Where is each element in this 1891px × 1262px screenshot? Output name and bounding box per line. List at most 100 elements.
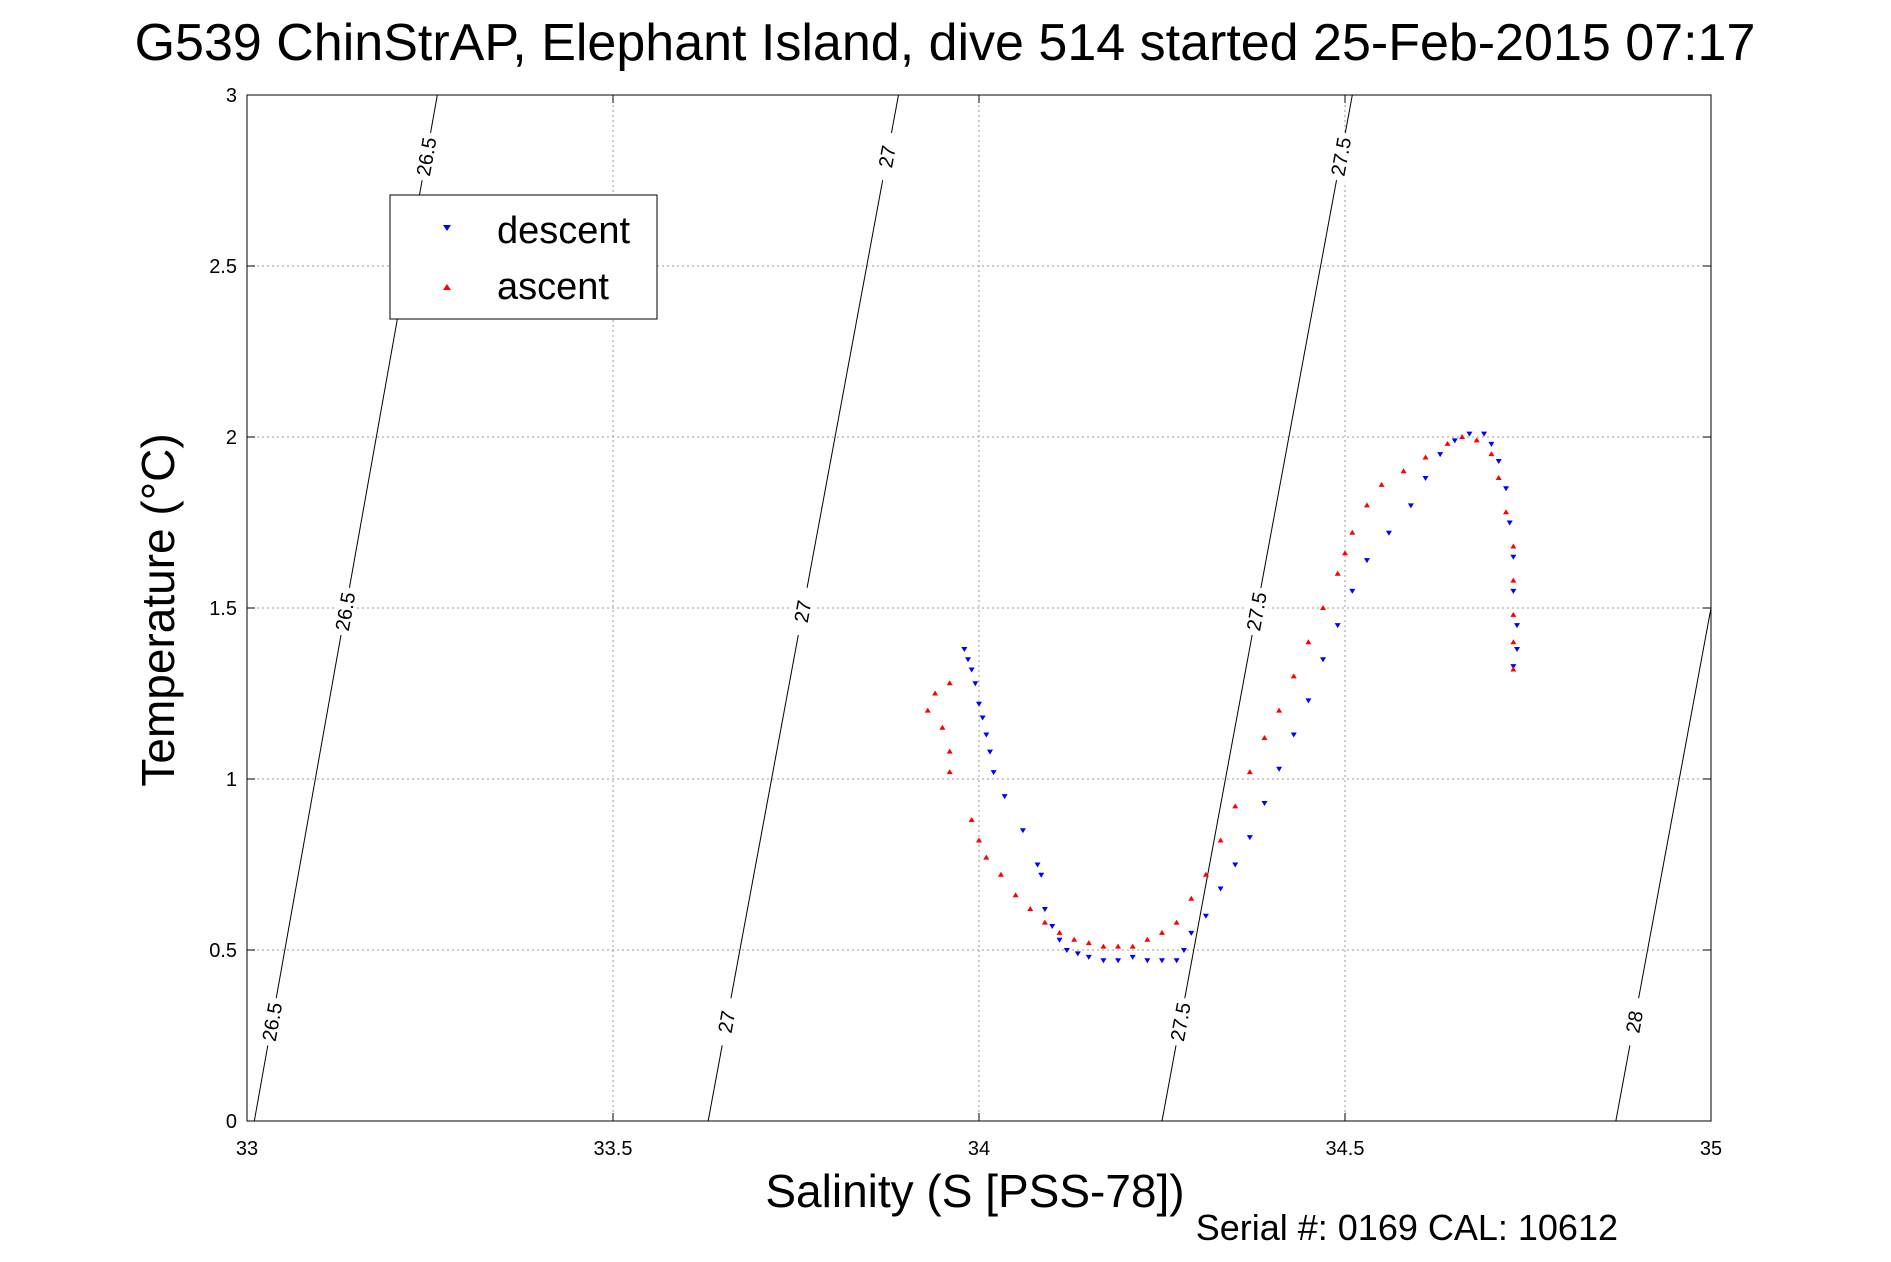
ascent-point: [1342, 550, 1348, 556]
contour-label-bg: [787, 585, 818, 638]
contour-label-bg: [1165, 996, 1196, 1048]
ascent-point: [1202, 871, 1209, 877]
descent-point: [972, 681, 979, 687]
descent-point: [1407, 503, 1414, 509]
descent-point: [983, 732, 990, 738]
ascent-point: [1085, 940, 1092, 946]
descent-point: [976, 701, 982, 707]
descent-point: [990, 770, 997, 776]
descent-point: [1305, 698, 1312, 704]
ascent-point: [1305, 639, 1312, 645]
descent-point: [1074, 951, 1081, 957]
ascent-point: [1290, 673, 1297, 679]
ascent-point: [946, 769, 953, 775]
descent-point: [979, 715, 986, 721]
descent-point: [1320, 657, 1327, 663]
ascent-point: [997, 871, 1004, 877]
descent-point: [1510, 554, 1517, 560]
ascent-point: [939, 724, 946, 730]
descent-point: [1180, 948, 1187, 953]
ascent-point: [968, 817, 975, 823]
ascent-point: [1100, 943, 1107, 949]
legend-label-ascent: ascent: [497, 266, 609, 308]
contour-label-bg: [711, 996, 742, 1048]
legend-marker-ascent: [443, 284, 451, 290]
descent-point: [1129, 954, 1136, 960]
descent-point: [1019, 828, 1026, 834]
x-axis-ticks: 33 33.5 34 34.5 35: [236, 95, 1722, 1160]
descent-point: [968, 667, 975, 673]
legend-item-descent: descent: [443, 210, 631, 252]
legend-box: [389, 194, 658, 320]
serial-footer: Serial #: 0169 CAL: 10612: [1196, 1207, 1618, 1248]
descent-point: [1488, 441, 1495, 447]
descent-point: [1363, 558, 1370, 564]
x-tick-label: 34: [968, 1138, 990, 1160]
contour-label-bg: [330, 585, 361, 637]
x-tick-label: 33: [236, 1138, 258, 1160]
ascent-point: [1320, 605, 1327, 610]
y-tick-label: 2: [226, 427, 237, 449]
descent-point: [1188, 930, 1195, 936]
descent-point: [1144, 958, 1151, 964]
chart-title: G539 ChinStrAP, Elephant Island, dive 51…: [135, 14, 1756, 72]
contour-label: 28: [1622, 1009, 1648, 1035]
descent-point: [1041, 906, 1048, 912]
y-tick-label: 0.5: [209, 940, 237, 962]
descent-point: [965, 657, 972, 663]
ascent-point: [1261, 734, 1268, 740]
descent-point: [1159, 958, 1165, 964]
x-tick-label: 33.5: [594, 1138, 633, 1160]
ascent-point: [1510, 639, 1517, 645]
y-tick-label: 2.5: [209, 256, 237, 278]
ascent-point: [1378, 481, 1385, 487]
ascent-point: [1510, 666, 1517, 672]
descent-point: [986, 749, 993, 755]
ascent-point: [1129, 943, 1136, 949]
contour-label-bg: [1619, 996, 1650, 1048]
ascent-point: [1510, 577, 1517, 583]
descent-point: [1038, 872, 1045, 878]
descent-point: [1385, 530, 1392, 536]
ascent-point: [1422, 454, 1429, 460]
descent-series: [961, 431, 1521, 964]
descent-point: [1063, 948, 1070, 953]
ascent-point: [1159, 929, 1165, 935]
ascent-point: [1173, 919, 1180, 925]
descent-point: [1514, 647, 1521, 653]
ascent-point: [1459, 434, 1466, 439]
ascent-point: [1188, 895, 1195, 901]
ascent-point: [1510, 611, 1517, 617]
ascent-point: [1246, 769, 1253, 775]
descent-point: [1173, 958, 1180, 964]
ascent-point: [1276, 707, 1283, 713]
descent-point: [1034, 862, 1041, 868]
legend-marker-descent: [443, 225, 451, 231]
descent-point: [1334, 623, 1341, 629]
ascent-point: [924, 707, 931, 713]
descent-point: [1503, 486, 1510, 492]
descent-point: [1261, 800, 1268, 806]
descent-point: [1001, 794, 1008, 800]
ascent-point: [1334, 570, 1341, 576]
contour-label-bg: [256, 996, 288, 1048]
x-tick-label: 34.5: [1326, 1138, 1365, 1160]
ascent-point: [1495, 475, 1502, 481]
ascent-point: [1488, 451, 1495, 457]
ascent-point: [1349, 529, 1356, 535]
descent-point: [1466, 431, 1473, 437]
descent-point: [1085, 954, 1092, 960]
contour-label-bg: [411, 131, 442, 183]
ascent-point: [932, 690, 939, 696]
ascent-point: [1510, 543, 1517, 549]
descent-point: [1422, 476, 1429, 482]
ascent-point: [1115, 943, 1122, 949]
descent-point: [1217, 886, 1224, 892]
contour-label-bg: [1241, 585, 1272, 638]
legend: descent ascent: [389, 194, 658, 320]
descent-point: [1232, 862, 1239, 868]
legend-item-ascent: ascent: [443, 266, 609, 308]
descent-point: [1506, 520, 1513, 526]
contour-label-bg: [1325, 130, 1357, 183]
